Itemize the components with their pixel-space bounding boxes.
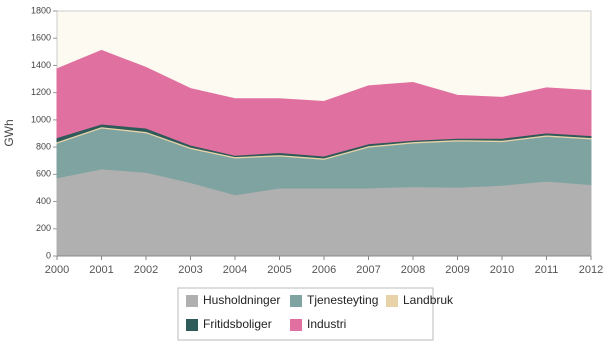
y-tick-label: 1800 <box>31 5 51 15</box>
legend-swatch <box>290 319 302 331</box>
legend-label: Landbruk <box>403 293 454 307</box>
x-tick-label: 2011 <box>535 264 559 276</box>
x-tick-label: 2009 <box>445 264 469 276</box>
y-tick-label: 0 <box>46 250 51 260</box>
y-tick-label: 1200 <box>31 87 51 97</box>
legend-swatch <box>386 295 398 307</box>
area <box>56 49 592 157</box>
legend-label: Husholdninger <box>203 293 280 307</box>
x-tick-label: 2004 <box>223 264 247 276</box>
y-tick-label: 1400 <box>31 60 51 70</box>
x-tick-label: 2000 <box>45 264 69 276</box>
x-tick-label: 2012 <box>579 264 603 276</box>
x-tick-label: 2006 <box>312 264 336 276</box>
y-axis-label: GWh <box>2 119 16 146</box>
y-tick-label: 600 <box>36 169 51 179</box>
legend-label: Tjenesteyting <box>307 293 378 307</box>
x-tick-label: 2003 <box>178 264 202 276</box>
x-tick-label: 2005 <box>267 264 291 276</box>
x-tick-label: 2010 <box>490 264 514 276</box>
legend-label: Fritidsboliger <box>203 317 272 331</box>
y-tick-label: 1000 <box>31 114 51 124</box>
y-tick-label: 200 <box>36 223 51 233</box>
x-tick-label: 2002 <box>134 264 158 276</box>
legend-swatch <box>290 295 302 307</box>
legend-swatch <box>186 295 198 307</box>
legend-swatch <box>186 319 198 331</box>
legend-label: Industri <box>307 317 346 331</box>
y-tick-label: 1600 <box>31 33 51 43</box>
x-tick-label: 2007 <box>356 264 380 276</box>
y-tick-label: 400 <box>36 196 51 206</box>
x-tick-label: 2001 <box>89 264 113 276</box>
x-tick-label: 2008 <box>401 264 425 276</box>
y-tick-label: 800 <box>36 141 51 151</box>
